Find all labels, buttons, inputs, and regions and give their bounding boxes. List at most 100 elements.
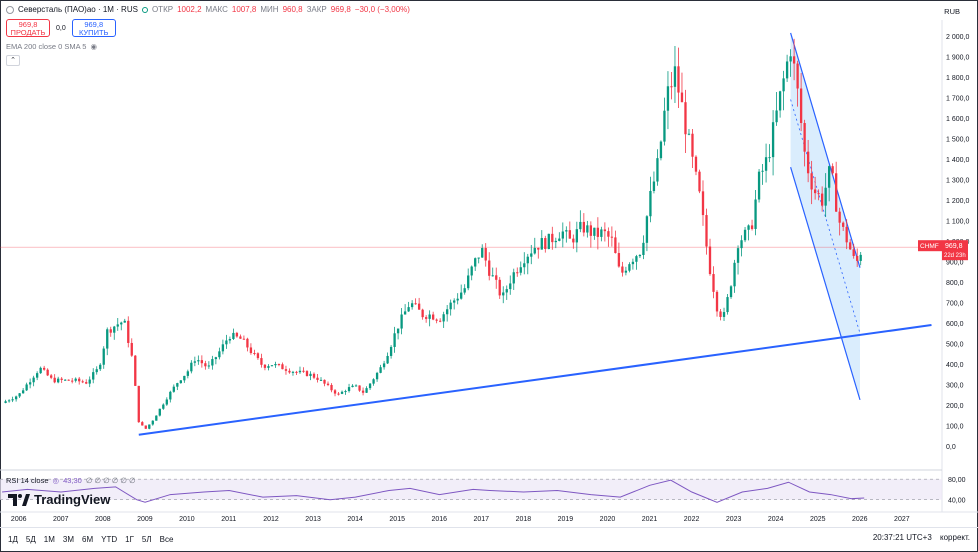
candle-body xyxy=(488,260,491,276)
x-tick-label: 2017 xyxy=(474,516,490,523)
candle-body xyxy=(635,256,638,262)
candle-body xyxy=(610,236,614,238)
candle-body xyxy=(165,399,168,405)
candle-body xyxy=(410,303,414,308)
candle-body xyxy=(407,307,410,312)
symbol-title[interactable]: Северсталь (ПАО)ао · 1М · RUS xyxy=(18,5,138,14)
x-tick-label: 2016 xyxy=(431,516,447,523)
x-tick-label: 2023 xyxy=(726,516,742,523)
candle-body xyxy=(344,391,347,393)
x-tick-label: 2010 xyxy=(179,516,195,523)
price-tag-symbol: CHMF xyxy=(920,243,939,250)
candle-body xyxy=(99,364,102,370)
candle-body xyxy=(477,257,480,259)
candle-body xyxy=(32,377,35,383)
candle-body xyxy=(130,342,133,356)
candle-body xyxy=(179,380,182,384)
candle-body xyxy=(603,229,607,232)
candle-body xyxy=(817,193,820,195)
candle-body xyxy=(323,379,326,384)
clock[interactable]: 20:37:21 UTC+3 xyxy=(872,533,932,542)
candle-body xyxy=(803,123,806,152)
y-tick-label: 400,0 xyxy=(946,362,964,369)
candle-body xyxy=(319,379,323,381)
price-tag-price: 969,8 xyxy=(945,243,963,250)
candle-body xyxy=(291,371,295,373)
candle-body xyxy=(631,261,635,265)
candle-body xyxy=(505,289,508,293)
rsi-settings-icon[interactable]: ◎ xyxy=(52,476,60,485)
tradingview-logo[interactable]: TradingView xyxy=(8,492,110,507)
candle-body xyxy=(225,340,228,345)
candle-body xyxy=(207,365,211,367)
timeframe-1d[interactable]: 1Д xyxy=(8,535,18,544)
candle-body xyxy=(838,211,841,223)
candle-body xyxy=(449,302,452,310)
candle-body xyxy=(617,253,621,267)
rsi-legend[interactable]: RSI 14 close ◎ 43,30 ∅ ∅ ∅ ∅ ∅ ∅ xyxy=(6,476,135,485)
timeframe-5d[interactable]: 5Д xyxy=(25,535,36,544)
price-tag-box xyxy=(942,240,968,261)
candle-body xyxy=(842,222,845,227)
collapse-legend-button[interactable]: ⌃ xyxy=(6,55,20,66)
candle-body xyxy=(183,375,186,381)
candle-body xyxy=(382,363,386,368)
timeframe-1m[interactable]: 1М xyxy=(43,535,55,544)
candle-body xyxy=(347,387,351,392)
candle-body xyxy=(607,231,610,237)
candle-body xyxy=(67,379,70,381)
candle-body xyxy=(708,246,712,275)
candle-body xyxy=(680,92,684,103)
buy-button[interactable]: 969,8 КУПИТЬ xyxy=(71,19,116,37)
sell-button[interactable]: 969,8 ПРОДАТЬ xyxy=(6,19,50,37)
eye-icon[interactable]: ◉ xyxy=(90,42,98,51)
candle-body xyxy=(565,230,568,232)
candle-body xyxy=(439,320,442,322)
candle-body xyxy=(544,238,547,250)
candle-body xyxy=(502,292,505,296)
timeframe-ytd[interactable]: YTD xyxy=(101,535,118,544)
x-tick-label: 2015 xyxy=(389,516,405,523)
candle-body xyxy=(316,377,319,380)
candle-body xyxy=(663,110,666,142)
candle-body xyxy=(354,385,358,387)
timeframe-5y[interactable]: 5Л xyxy=(141,535,152,544)
candle-body xyxy=(158,408,161,416)
timeframe-6m[interactable]: 6М xyxy=(82,535,94,544)
candle-body xyxy=(589,225,593,236)
timeframe-1y[interactable]: 1Г xyxy=(125,535,134,544)
candle-body xyxy=(771,122,775,158)
candle-body xyxy=(856,255,859,261)
candle-body xyxy=(162,404,165,409)
candle-body xyxy=(530,253,533,257)
candle-body xyxy=(470,266,473,276)
candle-body xyxy=(85,382,88,384)
candle-body xyxy=(712,274,715,292)
candle-body xyxy=(523,263,526,268)
x-tick-label: 2008 xyxy=(95,516,111,523)
adjust-label[interactable]: коррект. xyxy=(940,533,970,542)
candle-body xyxy=(190,362,193,372)
trade-box: 969,8 ПРОДАТЬ 0,0 969,8 КУПИТЬ xyxy=(6,19,116,37)
candle-body xyxy=(4,401,7,403)
candle-body xyxy=(719,311,722,317)
market-status-icon xyxy=(141,6,148,13)
candle-body xyxy=(151,420,154,425)
timeframe-all[interactable]: Все xyxy=(159,535,174,544)
candle-body xyxy=(684,102,687,135)
y-tick-label: 1 400,0 xyxy=(946,157,969,164)
candle-body xyxy=(414,303,417,305)
candle-body xyxy=(340,391,344,394)
currency-label[interactable]: RUB xyxy=(944,7,960,16)
candle-body xyxy=(284,369,288,371)
candle-body xyxy=(813,189,817,194)
candle-body xyxy=(155,415,158,421)
candle-body xyxy=(393,333,396,347)
candle-body xyxy=(428,314,431,319)
candle-body xyxy=(218,351,221,358)
y-tick-label: 100,0 xyxy=(946,424,964,431)
indicator-legend[interactable]: EMA 200 close 0 SMA 5 ◉ xyxy=(6,42,97,51)
timeframe-3m[interactable]: 3М xyxy=(62,535,74,544)
candle-body xyxy=(141,422,144,426)
